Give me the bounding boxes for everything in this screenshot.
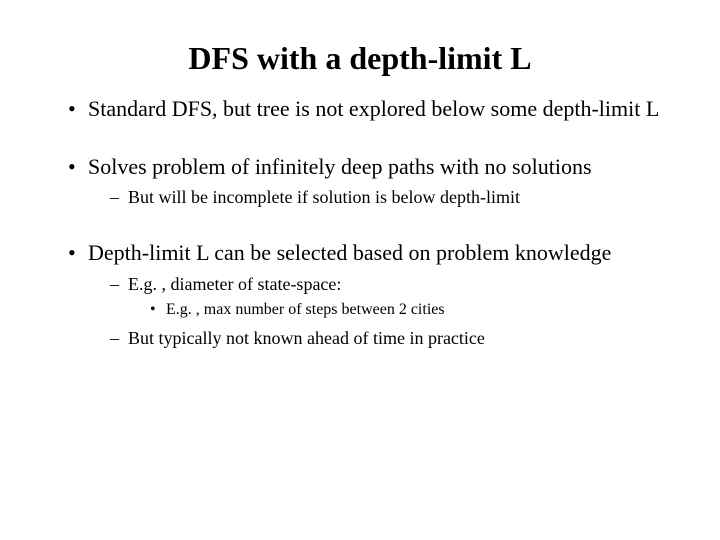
bullet-text: Solves problem of infinitely deep paths … [88, 154, 592, 179]
bullet-item: Depth-limit L can be selected based on p… [68, 239, 670, 350]
bullet-list-level1: Standard DFS, but tree is not explored b… [50, 95, 670, 350]
bullet-text: E.g. , max number of steps between 2 cit… [166, 301, 445, 318]
bullet-list-level2: E.g. , diameter of state-space: E.g. , m… [88, 273, 670, 351]
bullet-list-level3: E.g. , max number of steps between 2 cit… [128, 300, 670, 321]
bullet-text: E.g. , diameter of state-space: [128, 274, 341, 294]
bullet-text: Depth-limit L can be selected based on p… [88, 240, 611, 265]
bullet-item: Solves problem of infinitely deep paths … [68, 153, 670, 210]
bullet-item: Standard DFS, but tree is not explored b… [68, 95, 670, 123]
bullet-item: But typically not known ahead of time in… [110, 327, 670, 350]
bullet-item: But will be incomplete if solution is be… [110, 186, 670, 209]
bullet-list-level2: But will be incomplete if solution is be… [88, 186, 670, 209]
bullet-text: But typically not known ahead of time in… [128, 328, 485, 348]
bullet-text: Standard DFS, but tree is not explored b… [88, 96, 659, 121]
slide-title: DFS with a depth-limit L [50, 40, 670, 77]
bullet-item: E.g. , max number of steps between 2 cit… [150, 300, 670, 321]
bullet-text: But will be incomplete if solution is be… [128, 187, 520, 207]
bullet-item: E.g. , diameter of state-space: E.g. , m… [110, 273, 670, 321]
